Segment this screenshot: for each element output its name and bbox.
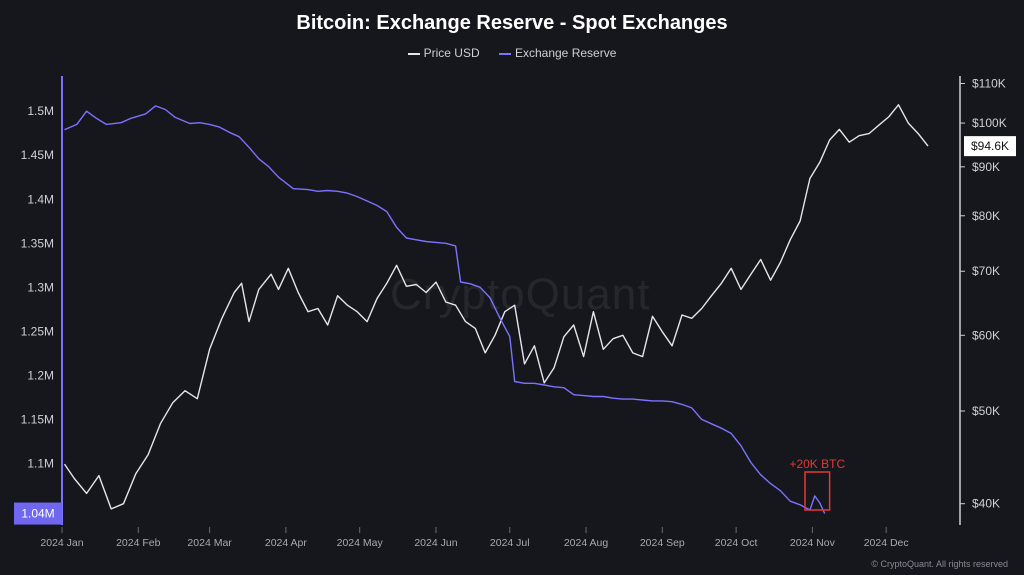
legend-label-reserve: Exchange Reserve: [514, 46, 617, 60]
right-current-value-box: [964, 136, 1016, 157]
left-current-value-label: 1.04M: [21, 507, 54, 521]
chart-title: Bitcoin: Exchange Reserve - Spot Exchang…: [296, 12, 728, 34]
annotation-box: [804, 471, 831, 511]
legend-swatch-price: [407, 52, 420, 55]
watermark: CryptoQuant: [390, 270, 651, 319]
right-tick-label-2: $90K: [972, 160, 1000, 174]
left-tick-label-4: 1.3M: [27, 280, 54, 294]
legend-item-price[interactable]: Price USD: [407, 46, 483, 60]
x-tick-label-8: 2024 Sep: [640, 537, 685, 549]
x-tick-label-5: 2024 Jun: [414, 537, 457, 549]
x-tick-label-3: 2024 Apr: [265, 537, 308, 549]
right-current-value-label: $94.6K: [971, 139, 1009, 153]
left-tick-label-3: 1.35M: [21, 236, 54, 250]
x-tick-label-7: 2024 Aug: [564, 537, 609, 549]
left-tick-label-5: 1.25M: [21, 324, 54, 338]
left-current-value-box: [14, 502, 62, 525]
legend: Price USD Exchange Reserve: [0, 46, 1024, 60]
left-tick-label-1: 1.45M: [21, 148, 54, 162]
left-tick-label-8: 1.1M: [27, 456, 54, 470]
right-tick-label-4: $70K: [972, 264, 1000, 278]
right-tick-label-5: $60K: [972, 328, 1000, 342]
legend-label-price: Price USD: [423, 46, 480, 60]
legend-item-reserve[interactable]: Exchange Reserve: [498, 46, 617, 60]
left-tick-label-0: 1.5M: [27, 104, 54, 118]
x-tick-label-0: 2024 Jan: [40, 537, 83, 549]
annotation-label: +20K BTC: [789, 457, 845, 471]
x-tick-label-4: 2024 May: [337, 537, 384, 549]
x-tick-label-6: 2024 Jul: [490, 537, 530, 549]
left-tick-label-6: 1.2M: [27, 368, 54, 382]
x-tick-label-1: 2024 Feb: [116, 537, 161, 549]
series-line-price: [63, 104, 929, 510]
x-tick-label-2: 2024 Mar: [187, 537, 232, 549]
left-tick-label-2: 1.4M: [27, 192, 54, 206]
left-tick-label-7: 1.15M: [21, 412, 54, 426]
right-tick-label-3: $80K: [972, 209, 1000, 223]
series-line-exchange-reserve: [64, 105, 826, 514]
x-tick-label-11: 2024 Dec: [864, 537, 909, 549]
legend-swatch-reserve: [498, 52, 511, 55]
right-tick-label-6: $50K: [972, 404, 1000, 418]
right-tick-label-1: $100K: [972, 116, 1007, 130]
right-tick-label-7: $40K: [972, 497, 1000, 511]
x-tick-label-9: 2024 Oct: [715, 537, 758, 549]
right-tick-label-0: $110K: [972, 76, 1006, 90]
copyright: © CryptoQuant. All rights reserved: [871, 559, 1008, 569]
x-tick-label-10: 2024 Nov: [790, 537, 836, 549]
